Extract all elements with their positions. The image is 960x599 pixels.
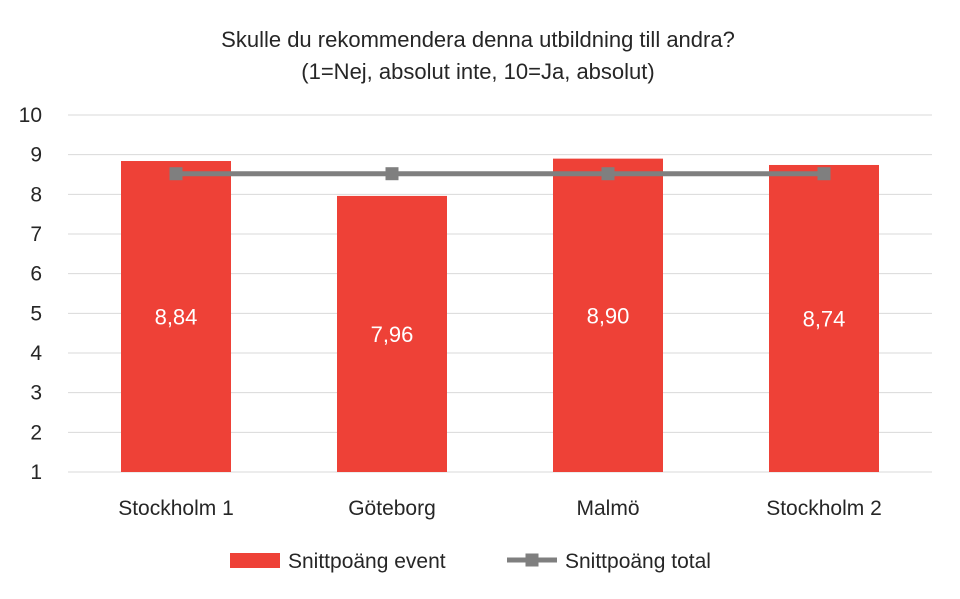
- bar: [121, 161, 231, 472]
- y-tick-label: 7: [30, 223, 42, 246]
- bar-data-label: 8,84: [155, 305, 198, 330]
- y-tick-label: 10: [19, 104, 42, 127]
- y-tick-label: 2: [30, 421, 42, 444]
- bar-data-label: 8,90: [587, 303, 630, 328]
- chart-title: Skulle du rekommendera denna utbildning …: [221, 27, 735, 52]
- total-line: [169, 167, 831, 181]
- y-tick-label: 6: [30, 263, 42, 286]
- y-tick-label: 1: [30, 461, 42, 484]
- y-tick-label: 3: [30, 382, 42, 405]
- legend-marker-total: [525, 553, 539, 567]
- x-category-label: Malmö: [576, 497, 639, 520]
- x-category-label: Stockholm 2: [766, 497, 882, 520]
- total-line-marker: [601, 167, 615, 181]
- y-tick-label: 4: [30, 342, 42, 365]
- y-tick-label: 5: [30, 302, 42, 325]
- x-category-label: Göteborg: [348, 497, 436, 520]
- legend-label-event: Snittpoäng event: [288, 550, 446, 573]
- total-line-marker: [817, 167, 831, 181]
- legend-swatch-event: [230, 553, 280, 568]
- y-tick-label: 9: [30, 144, 42, 167]
- bars: 8,84 7,96 8,90 8,74: [121, 158, 879, 473]
- legend-label-total: Snittpoäng total: [565, 550, 711, 573]
- x-axis-labels: Stockholm 1 Göteborg Malmö Stockholm 2: [118, 497, 882, 520]
- bar: [337, 195, 447, 473]
- bar: [769, 164, 879, 473]
- bar-data-label: 8,74: [803, 306, 846, 331]
- total-line-marker: [385, 167, 399, 181]
- chart-subtitle: (1=Nej, absolut inte, 10=Ja, absolut): [301, 59, 654, 84]
- bar-data-label: 7,96: [371, 322, 414, 347]
- y-axis-ticks: 1 2 3 4 5 6 7 8 9 10: [19, 104, 43, 484]
- x-category-label: Stockholm 1: [118, 497, 234, 520]
- y-tick-label: 8: [30, 183, 42, 206]
- legend: Snittpoäng event Snittpoäng total: [230, 550, 711, 573]
- total-line-marker: [169, 167, 183, 181]
- bar: [553, 158, 663, 472]
